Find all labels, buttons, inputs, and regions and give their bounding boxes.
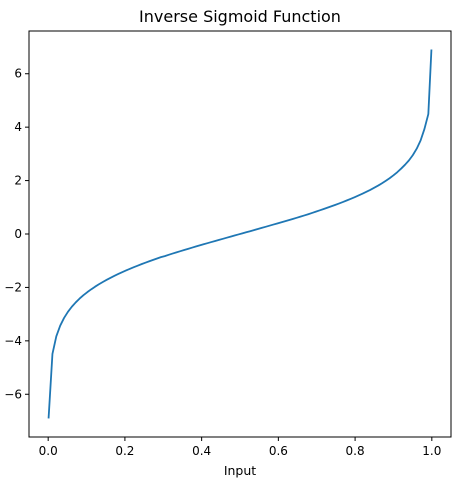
y-tick-label: 4 xyxy=(14,120,22,134)
plot-frame xyxy=(28,30,452,438)
y-tick-label: −2 xyxy=(4,280,22,294)
x-tick-label: 0.2 xyxy=(115,444,134,458)
ticks-layer: 0.0 0.2 0.4 0.6 0.8 1.0 −6 −4 −2 0 2 4 6 xyxy=(4,67,441,458)
series-line xyxy=(47,49,433,419)
x-tick-label: 0.4 xyxy=(192,444,211,458)
y-tick-label: −4 xyxy=(4,334,22,348)
chart-title: Inverse Sigmoid Function xyxy=(139,7,341,26)
x-axis-label: Input xyxy=(224,463,256,478)
y-tick-label: 6 xyxy=(14,67,22,81)
y-tick-label: 2 xyxy=(14,174,22,188)
y-tick-label: 0 xyxy=(14,227,22,241)
x-tick-label: 1.0 xyxy=(422,444,441,458)
series-layer xyxy=(47,49,433,419)
x-tick-label: 0.8 xyxy=(346,444,365,458)
x-tick-label: 0.0 xyxy=(39,444,58,458)
x-tick-label: 0.6 xyxy=(269,444,288,458)
y-tick-label: −6 xyxy=(4,387,22,401)
